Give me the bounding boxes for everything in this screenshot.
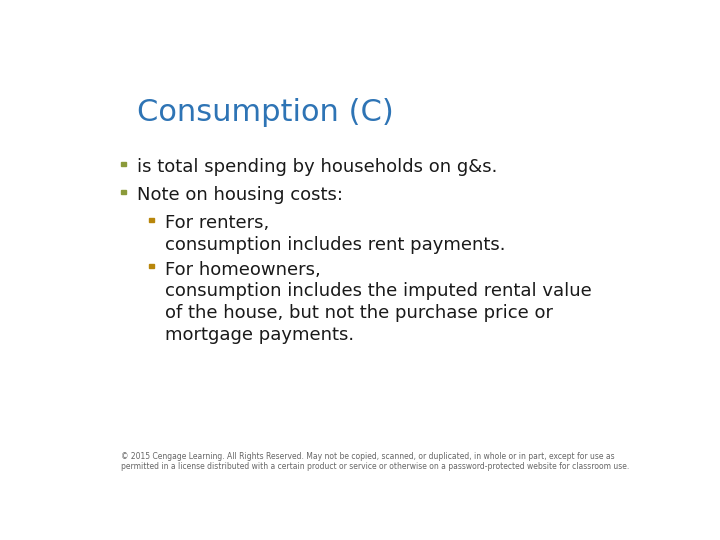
Bar [148, 265, 153, 268]
Text: For renters,: For renters, [166, 214, 269, 232]
Text: is total spending by households on g&s.: is total spending by households on g&s. [138, 158, 498, 177]
Text: mortgage payments.: mortgage payments. [166, 326, 354, 343]
Bar [148, 218, 153, 221]
Text: consumption includes the imputed rental value: consumption includes the imputed rental … [166, 282, 592, 300]
Text: consumption includes rent payments.: consumption includes rent payments. [166, 235, 506, 254]
Text: of the house, but not the purchase price or: of the house, but not the purchase price… [166, 304, 554, 322]
Text: Consumption (C): Consumption (C) [138, 98, 394, 127]
Text: Note on housing costs:: Note on housing costs: [138, 186, 343, 204]
Bar [121, 190, 126, 194]
Text: For homeowners,: For homeowners, [166, 261, 321, 279]
Text: © 2015 Cengage Learning. All Rights Reserved. May not be copied, scanned, or dup: © 2015 Cengage Learning. All Rights Rese… [121, 452, 629, 471]
Bar [121, 162, 126, 166]
